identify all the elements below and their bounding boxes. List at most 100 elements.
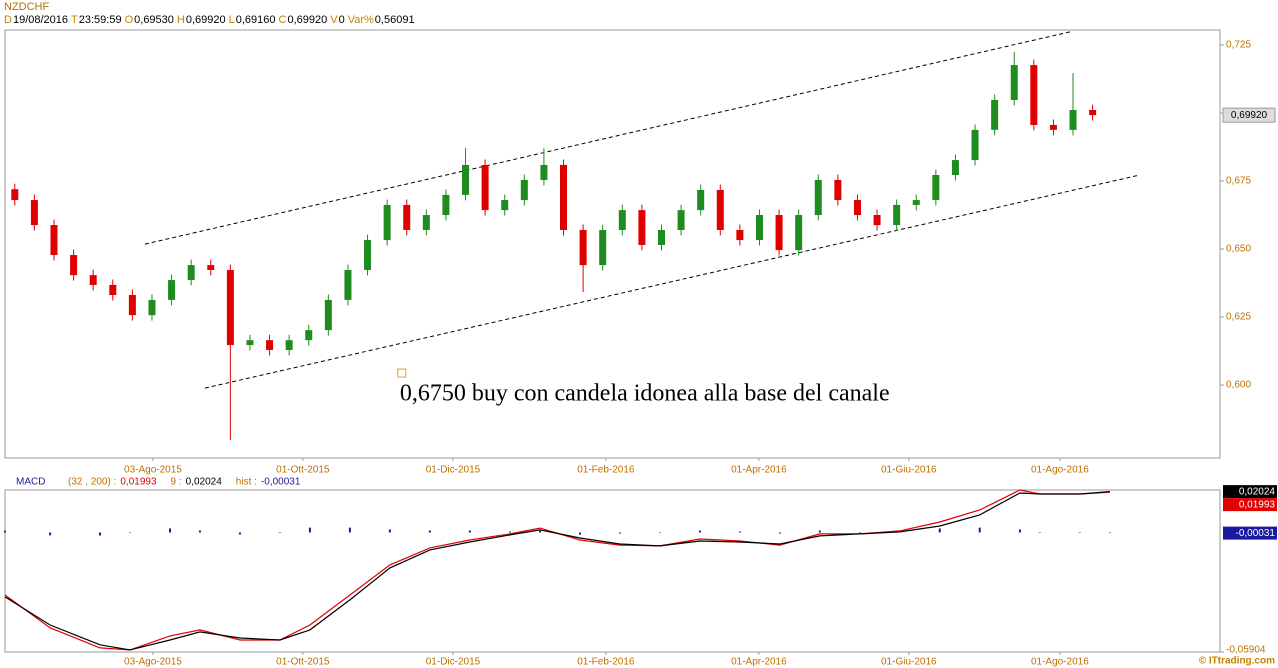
- candle-body: [226, 269, 234, 346]
- field-key: C: [278, 14, 287, 26]
- x-tick-label: 03-Ago-2015: [124, 657, 182, 668]
- hist-bar: [738, 531, 741, 533]
- field-key: H: [176, 14, 185, 26]
- field-key: V: [330, 14, 338, 26]
- candle-body: [1069, 109, 1077, 130]
- trendline: [144, 31, 1071, 245]
- hist-bar: [509, 531, 512, 533]
- hist-bar: [169, 528, 172, 533]
- candle-body: [814, 179, 822, 216]
- last-value-box: [1223, 485, 1277, 499]
- x-tick-label: 01-Apr-2016: [731, 657, 787, 668]
- candle-body: [207, 265, 215, 270]
- macd-frame: [4, 489, 1221, 653]
- candle-body: [951, 160, 959, 176]
- candle-body: [795, 215, 803, 251]
- candle-body: [599, 229, 607, 266]
- hist-bar: [428, 530, 431, 533]
- symbol: NZDCHF: [4, 1, 50, 13]
- hist-bar: [238, 532, 241, 535]
- x-tick-label: 01-Ago-2016: [1031, 657, 1089, 668]
- y-tick-label: -0,05904: [1226, 645, 1266, 656]
- hist-bar: [468, 530, 471, 533]
- hist-bar: [348, 527, 351, 533]
- annotation: 0,6750 buy con candela idonea alla base …: [400, 381, 890, 407]
- x-tick-label: 01-Feb-2016: [577, 657, 635, 668]
- hist-bar: [538, 530, 541, 533]
- candle-body: [657, 229, 665, 245]
- hist-bar: [4, 530, 6, 533]
- hist-bar: [818, 530, 821, 533]
- hist-bar: [49, 532, 52, 536]
- field-key: D: [4, 14, 12, 26]
- field-value: 23:59:59: [78, 14, 122, 26]
- candle-body: [618, 210, 626, 230]
- candle-body: [442, 194, 450, 216]
- candle-body: [677, 210, 685, 230]
- hist-bar: [198, 530, 201, 533]
- annotation-marker: [397, 368, 407, 378]
- candle-body: [70, 255, 78, 276]
- legend-value: 0,02024: [186, 477, 223, 488]
- hist-bar: [898, 531, 901, 533]
- hist-bar: [99, 532, 102, 536]
- candle-body: [422, 215, 430, 230]
- candle-body: [344, 269, 352, 300]
- legend-name: hist :: [236, 477, 257, 488]
- last-price-box: [1222, 107, 1276, 123]
- field-key: L: [228, 14, 235, 26]
- candle-body: [579, 229, 587, 266]
- last-value-label: 0,01993: [1239, 499, 1276, 510]
- hist-bar: [308, 527, 311, 533]
- field-key: Var%: [347, 14, 374, 26]
- last-value-label: -0,00031: [1236, 528, 1276, 539]
- y-tick-label: 0,600: [1226, 380, 1251, 391]
- hist-bar: [388, 529, 391, 533]
- x-tick-label: 01-Apr-2016: [731, 465, 787, 476]
- field-value: 0,69920: [287, 14, 328, 26]
- legend-name: 9 :: [171, 477, 182, 488]
- candle-body: [266, 340, 274, 350]
- candle-body: [148, 299, 156, 316]
- candle-body: [305, 330, 313, 341]
- quote-fields: D19/08/2016 T23:59:59 O0,69530 H0,69920 L0,6…: [4, 14, 418, 27]
- candle-body: [1010, 65, 1018, 100]
- candle-body: [716, 189, 724, 230]
- candle-body: [560, 164, 568, 230]
- candle-body: [775, 215, 783, 251]
- legend-title: MACD: [16, 477, 45, 488]
- x-tick-label: 01-Ago-2016: [1031, 465, 1089, 476]
- candle-body: [893, 204, 901, 226]
- candle-body: [168, 280, 176, 300]
- last-value-box: [1223, 526, 1277, 540]
- x-tick-label: 01-Giu-2016: [881, 465, 937, 476]
- hist-bar: [1018, 529, 1021, 533]
- candle-body: [30, 200, 38, 226]
- candle-body: [991, 99, 999, 130]
- candle-body: [364, 240, 372, 270]
- candle-body: [520, 179, 528, 201]
- hist-bar: [1078, 532, 1081, 534]
- hist-bar: [578, 532, 581, 535]
- candle-body: [501, 200, 509, 211]
- y-tick-label: 0,650: [1226, 244, 1251, 255]
- candle-body: [1030, 65, 1038, 125]
- field-value: 0,69530: [134, 14, 174, 26]
- x-tick-label: 01-Dic-2015: [426, 657, 481, 668]
- hist-bar: [858, 532, 861, 534]
- x-tick-label: 01-Ott-2015: [276, 657, 330, 668]
- legend-value: 0,01993: [120, 477, 157, 488]
- y-tick-label: 0,625: [1226, 312, 1251, 323]
- candle-body: [403, 204, 411, 230]
- candle-body: [324, 299, 332, 331]
- field-value: 19/08/2016: [12, 14, 69, 26]
- header: NZDCHF D19/08/2016 T23:59:59 O0,69530 H0,69…: [4, 1, 418, 27]
- candle-body: [912, 200, 920, 205]
- candle-body: [285, 340, 293, 350]
- last-price-label: 0,69920: [1231, 110, 1268, 121]
- field-value: 0,69920: [185, 14, 226, 26]
- field-value: 0: [338, 14, 345, 26]
- candle-body: [755, 215, 763, 241]
- y-tick-label: 0,675: [1226, 176, 1251, 187]
